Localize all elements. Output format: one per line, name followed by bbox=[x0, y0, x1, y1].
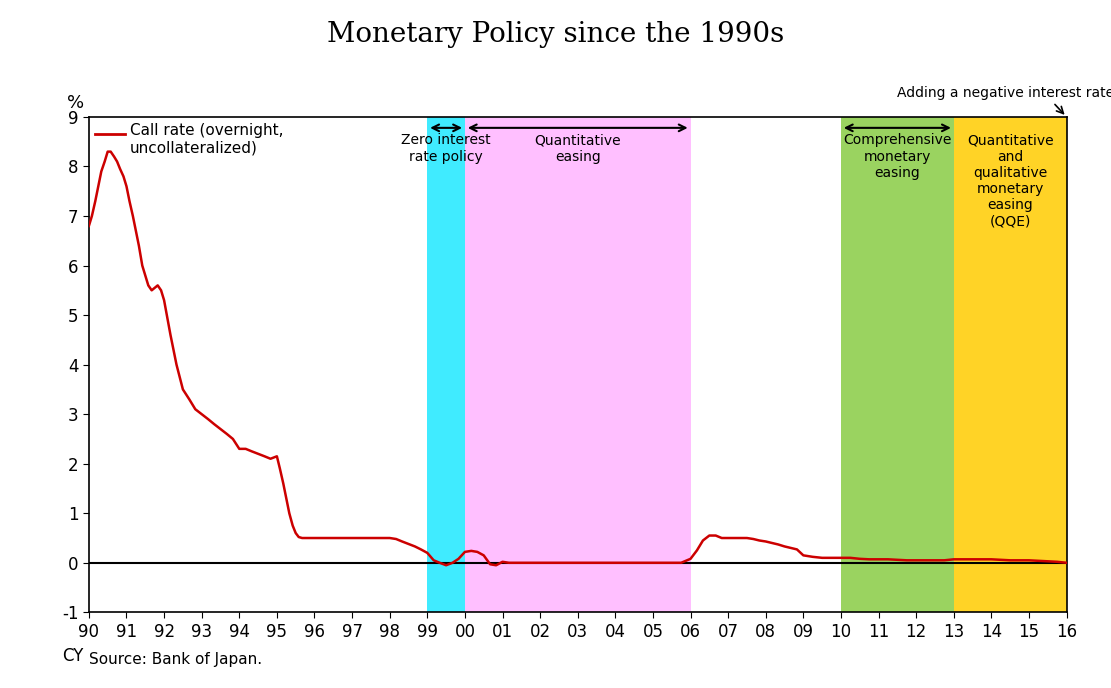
Text: Adding a negative interest rate dimension: Adding a negative interest rate dimensio… bbox=[898, 85, 1111, 114]
Text: Zero interest
rate policy: Zero interest rate policy bbox=[401, 133, 491, 164]
Text: Monetary Policy since the 1990s: Monetary Policy since the 1990s bbox=[327, 21, 784, 47]
Text: Comprehensive
monetary
easing: Comprehensive monetary easing bbox=[843, 133, 951, 180]
Text: Quantitative
easing: Quantitative easing bbox=[534, 133, 621, 164]
Bar bbox=[841, 117, 953, 612]
Text: Source: Bank of Japan.: Source: Bank of Japan. bbox=[89, 652, 262, 667]
Text: Quantitative
and
qualitative
monetary
easing
(QQE): Quantitative and qualitative monetary ea… bbox=[967, 133, 1053, 228]
Text: %: % bbox=[67, 94, 84, 112]
Text: CY: CY bbox=[62, 647, 84, 665]
Bar bbox=[464, 117, 691, 612]
Bar bbox=[428, 117, 464, 612]
Text: Call rate (overnight,
uncollateralized): Call rate (overnight, uncollateralized) bbox=[130, 123, 283, 155]
Bar bbox=[953, 117, 1067, 612]
